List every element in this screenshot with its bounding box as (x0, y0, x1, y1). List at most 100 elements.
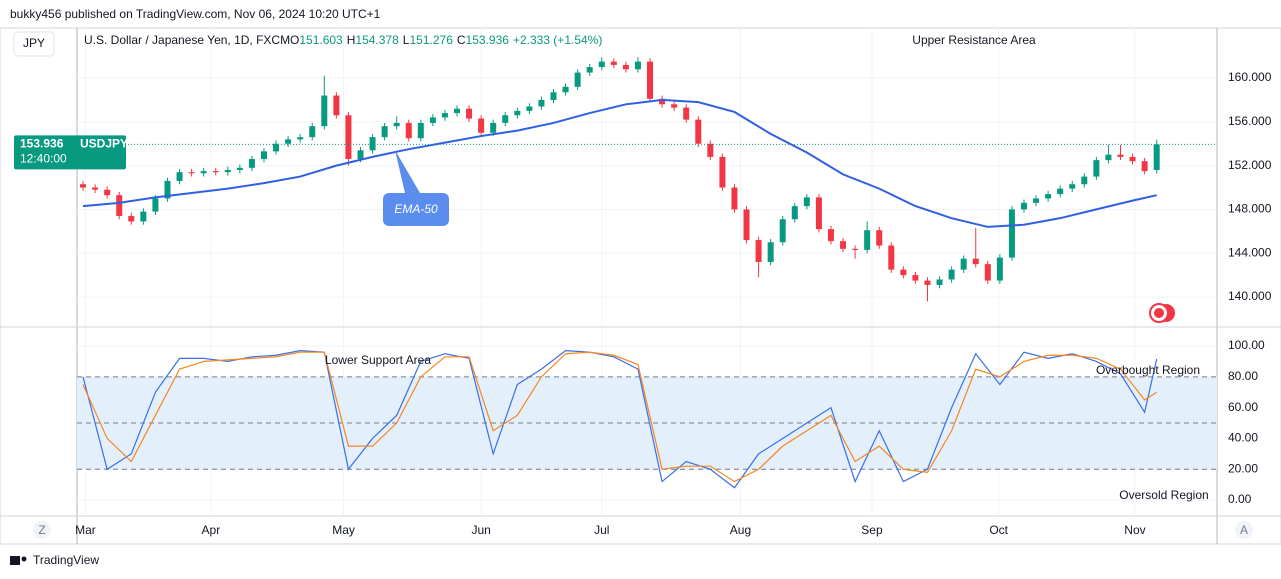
candle-body (707, 143, 714, 157)
x-tick-label: Sep (861, 523, 883, 537)
annotation: Overbought Region (1096, 363, 1200, 377)
ohlc-value: 151.603 (299, 33, 343, 47)
published-line: bukky456 published on TradingView.com, N… (10, 7, 381, 21)
candle-body (610, 61, 617, 65)
button-label[interactable]: A (1240, 523, 1248, 537)
frame (0, 27, 1281, 545)
candle-body (1153, 144, 1160, 170)
candle-body (224, 169, 231, 173)
candle-body (755, 240, 762, 262)
candle-body (900, 269, 907, 276)
candle-body (381, 126, 388, 138)
x-tick-label: Mar (75, 523, 96, 537)
candle-body (1081, 176, 1088, 185)
candle-body (248, 159, 255, 168)
candle-body (803, 197, 810, 207)
candle-body (1105, 154, 1112, 161)
ema-line (82, 98, 1157, 228)
candle-body (586, 67, 593, 73)
x-tick-label: Oct (989, 523, 1008, 537)
currency-label[interactable]: JPY (23, 36, 45, 50)
y-tick-label: 156.000 (1228, 114, 1272, 128)
candle-body (683, 107, 690, 120)
candle-body (1117, 154, 1124, 157)
candle-body (1069, 184, 1076, 189)
candle-body (912, 275, 919, 281)
stoch-line (82, 351, 1158, 483)
candle-body (369, 137, 376, 151)
ohlc-key: C (457, 33, 466, 47)
candle-body (767, 242, 774, 262)
ohlc-key: L (403, 33, 410, 47)
candle-body (948, 269, 955, 280)
candle-body (671, 104, 678, 108)
y-tick-label: 140.000 (1228, 289, 1272, 303)
candle-body (1129, 156, 1136, 162)
callout-pointer (395, 150, 420, 193)
candle-body (92, 187, 99, 190)
callout-text: EMA-50 (394, 202, 438, 216)
candle-body (550, 92, 557, 100)
candle-body (417, 122, 424, 139)
currency-button[interactable] (13, 31, 55, 57)
y-tick-label: 40.00 (1228, 431, 1258, 445)
auto-scale-button[interactable] (1235, 521, 1253, 539)
candle-body (743, 209, 750, 241)
ohlc-value: 151.276 (409, 33, 453, 47)
candle-body (104, 189, 111, 196)
button-label[interactable]: Z (38, 523, 45, 537)
candle-body (321, 95, 328, 127)
candle-body (526, 106, 533, 111)
candle-body (695, 119, 702, 144)
candle-body (538, 99, 545, 107)
y-tick-label: 160.000 (1228, 70, 1272, 84)
footer-brand: TradingView (33, 553, 99, 567)
candle-body (864, 230, 871, 250)
candle-body (393, 122, 400, 127)
timezone-button[interactable] (33, 521, 51, 539)
candle-body (273, 143, 280, 152)
candle-body (309, 126, 316, 138)
price-label-box (14, 135, 126, 170)
x-tick-label: Jul (594, 523, 609, 537)
candle-body (647, 61, 654, 99)
candle-body (1020, 202, 1027, 210)
candle-body (1141, 161, 1148, 172)
candle-body (333, 95, 340, 116)
candle-body (731, 187, 738, 210)
y-tick-label: 144.000 (1228, 245, 1272, 259)
candle-body (888, 245, 895, 270)
candle-body (840, 241, 847, 249)
y-tick-label: 148.000 (1228, 202, 1272, 216)
candle-body (164, 180, 171, 199)
x-tick-label: Apr (202, 523, 221, 537)
candle-body (574, 72, 581, 87)
candle-body (876, 230, 883, 246)
candle-body (490, 122, 497, 133)
x-tick-label: Aug (730, 523, 751, 537)
candle-body (827, 229, 834, 242)
y-tick-label: 80.00 (1228, 369, 1258, 383)
x-tick-label: Jun (471, 523, 490, 537)
ohlc-key: O (290, 33, 299, 47)
candle-body (176, 172, 183, 181)
candle-body (936, 279, 943, 285)
candle-body (285, 139, 292, 144)
candle-body (791, 206, 798, 220)
candle-body (514, 110, 521, 116)
candle-body (260, 151, 267, 160)
candle-body (152, 198, 159, 212)
stoch-line (82, 350, 1158, 489)
countdown-label: 12:40:00 (20, 152, 67, 166)
candle-body (1045, 194, 1052, 199)
candle-body (598, 61, 605, 68)
candle-body (454, 108, 460, 114)
candle-body (188, 172, 195, 174)
candle-body (996, 257, 1003, 281)
y-tick-label: 0.00 (1228, 492, 1252, 506)
y-tick-label: 152.000 (1228, 158, 1272, 172)
candle-body (502, 115, 509, 123)
symbol-label: USDJPY (80, 137, 128, 151)
